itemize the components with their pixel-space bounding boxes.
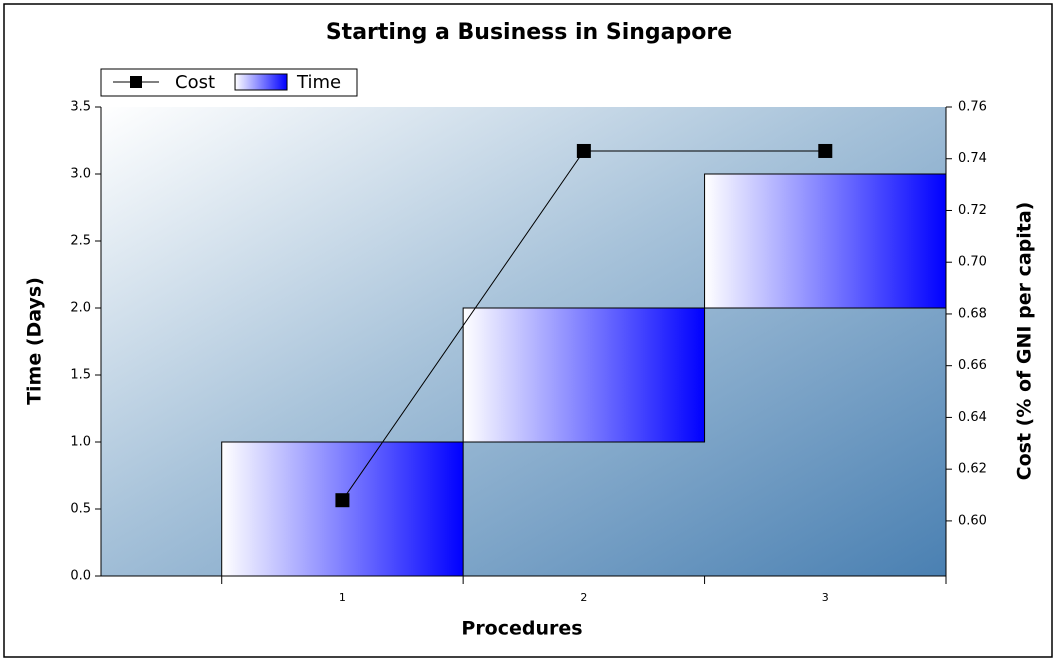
y-tick-label: 3.5: [70, 100, 91, 115]
legend-marker: [130, 76, 142, 88]
y-axis-label: Time (Days): [24, 277, 46, 405]
marker: [818, 143, 833, 158]
y2-tick-label: 0.64: [958, 410, 987, 425]
y-tick-label: 0.5: [70, 502, 91, 517]
y2-tick-label: 0.70: [958, 255, 987, 270]
marker: [576, 143, 591, 158]
y-tick-label: 1.5: [70, 368, 91, 383]
x-axis-label: Procedures: [461, 618, 582, 640]
y-tick-label: 2.0: [70, 301, 91, 316]
y2-tick-label: 0.60: [958, 513, 987, 528]
x-tick-label: 3: [822, 591, 829, 604]
legend-label: Time: [296, 72, 341, 93]
y2-tick-label: 0.72: [958, 203, 987, 218]
y-tick-label: 0.0: [70, 569, 91, 584]
y2-tick-label: 0.62: [958, 462, 987, 477]
y2-tick-label: 0.76: [958, 100, 987, 115]
y2-tick-label: 0.66: [958, 358, 987, 373]
legend-swatch: [234, 73, 288, 91]
y-tick-label: 1.0: [70, 435, 91, 450]
y-tick-label: 3.0: [70, 167, 91, 182]
x-tick-label: 1: [339, 591, 346, 604]
bar: [462, 307, 706, 443]
y2-tick-label: 0.68: [958, 306, 987, 321]
y2-tick-label: 0.74: [958, 151, 987, 166]
x-tick-label: 2: [580, 591, 587, 604]
bar: [704, 173, 947, 309]
legend-label: Cost: [175, 72, 215, 93]
bar: [221, 441, 464, 577]
marker: [335, 493, 350, 508]
y-tick-label: 2.5: [70, 234, 91, 249]
chart-title: Starting a Business in Singapore: [326, 20, 732, 45]
y2-axis-label: Cost (% of GNI per capita): [1014, 202, 1036, 481]
